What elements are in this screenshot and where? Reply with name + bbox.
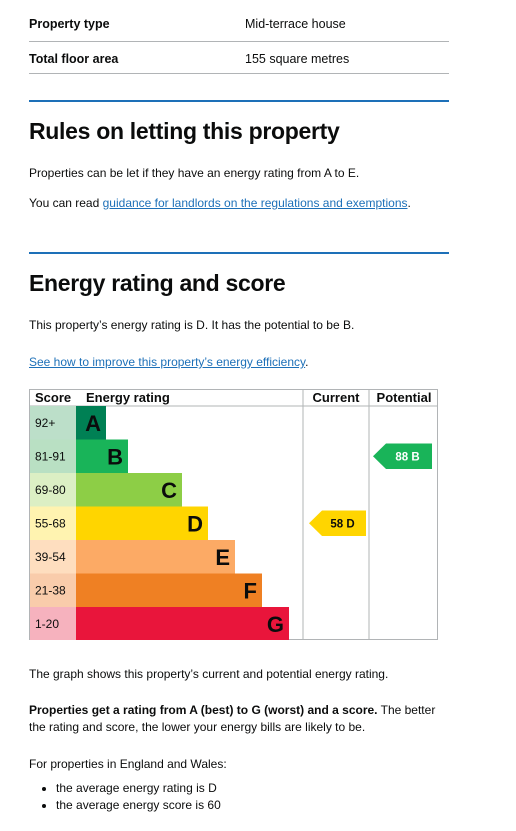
potential-header: Potential	[377, 390, 432, 405]
section-divider	[29, 100, 449, 102]
landlord-guidance-link[interactable]: guidance for landlords on the regulation…	[102, 196, 408, 210]
score-cell	[30, 473, 76, 507]
list-item: the average energy score is 60	[56, 797, 221, 814]
summary-row-property-type: Property type Mid-terrace house	[29, 0, 449, 42]
band-letter: C	[161, 478, 177, 503]
england-wales-text: For properties in England and Wales:	[29, 757, 227, 771]
potential-arrow	[373, 443, 432, 469]
band-bar-b	[76, 439, 128, 473]
score-range: 1-20	[35, 617, 59, 631]
band-bar-g	[76, 607, 289, 640]
score-range: 21-38	[35, 583, 66, 597]
current-arrow	[309, 510, 366, 536]
score-cell	[30, 540, 76, 574]
guidance-prefix: You can read	[29, 196, 103, 210]
potential-rating-label: 88 B	[395, 451, 419, 463]
band-bar-c	[76, 473, 182, 507]
graph-caption: The graph shows this property’s current …	[29, 667, 389, 681]
band-bar-a	[76, 406, 106, 440]
property-summary: Property type Mid-terrace house Total fl…	[29, 0, 449, 74]
band-letter: A	[85, 411, 101, 436]
guidance-paragraph: You can read guidance for landlords on t…	[29, 195, 449, 212]
band-letter: B	[107, 444, 123, 469]
letting-paragraph: Properties can be let if they have an en…	[29, 166, 360, 180]
energy-rating-header: Energy rating	[86, 390, 170, 405]
score-cell	[30, 607, 76, 640]
score-cell	[30, 506, 76, 540]
guidance-suffix: .	[407, 196, 411, 210]
property-type-value: Mid-terrace house	[245, 17, 346, 31]
score-cell	[30, 573, 76, 607]
band-bar-f	[76, 573, 262, 607]
score-cell	[30, 406, 76, 440]
band-letter: G	[267, 612, 284, 637]
score-header: Score	[35, 390, 71, 405]
score-range: 92+	[35, 416, 55, 430]
score-range: 81-91	[35, 449, 66, 463]
energy-heading: Energy rating and score	[29, 270, 286, 296]
band-bar-e	[76, 540, 235, 574]
section-divider	[29, 252, 449, 254]
average-list: the average energy rating is D the avera…	[29, 780, 221, 814]
rating-explanation-bold: Properties get a rating from A (best) to…	[29, 703, 378, 717]
rating-explanation-rest: The better the rating and score, the low…	[29, 703, 436, 734]
energy-rating-paragraph: This property’s energy rating is D. It h…	[29, 318, 355, 332]
list-item: the average energy rating is D	[56, 780, 221, 797]
summary-row-floor-area: Total floor area 155 square metres	[29, 42, 449, 74]
current-rating-label: 58 D	[330, 518, 354, 530]
band-bar-d	[76, 506, 208, 540]
floor-area-label: Total floor area	[29, 52, 119, 66]
improve-paragraph: See how to improve this property’s energ…	[29, 354, 449, 371]
property-type-label: Property type	[29, 17, 110, 31]
letting-heading: Rules on letting this property	[29, 118, 340, 144]
floor-area-value: 155 square metres	[245, 52, 350, 66]
score-range: 39-54	[35, 550, 66, 564]
score-range: 69-80	[35, 483, 66, 497]
rating-explanation: Properties get a rating from A (best) to…	[29, 702, 449, 736]
score-cell	[30, 439, 76, 473]
improve-suffix: .	[305, 355, 309, 369]
band-letter: E	[215, 545, 230, 570]
energy-rating-chart: Score Energy rating Current Potential 92+ A 81…	[29, 389, 438, 640]
band-letter: D	[187, 511, 203, 536]
improve-efficiency-link[interactable]: See how to improve this property’s energ…	[29, 355, 306, 369]
band-letter: F	[244, 578, 257, 603]
score-range: 55-68	[35, 516, 66, 530]
current-header: Current	[313, 390, 361, 405]
